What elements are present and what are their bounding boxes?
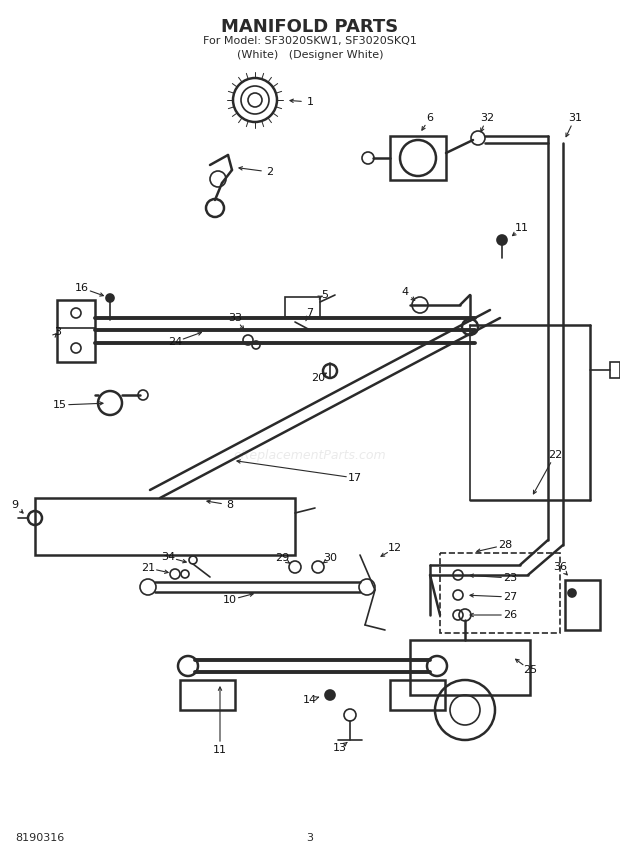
Bar [390, 136, 446, 180]
Text: 12: 12 [388, 543, 402, 553]
Text: 29: 29 [275, 553, 289, 563]
Bar [410, 640, 530, 695]
Circle shape [325, 690, 335, 700]
Text: 25: 25 [523, 665, 537, 675]
Text: 33: 33 [228, 313, 242, 323]
Text: 26: 26 [503, 610, 517, 620]
Circle shape [568, 589, 576, 597]
Bar [390, 680, 445, 710]
Text: 32: 32 [480, 113, 494, 123]
Text: 3: 3 [306, 833, 314, 843]
Circle shape [106, 294, 114, 302]
Text: 8190316: 8190316 [15, 833, 64, 843]
Text: 5: 5 [322, 290, 329, 300]
Text: (White)   (Designer White): (White) (Designer White) [237, 50, 383, 60]
Text: 16: 16 [75, 283, 89, 293]
Text: 15: 15 [53, 400, 67, 410]
Bar [57, 300, 95, 362]
Text: 14: 14 [303, 695, 317, 705]
Text: 21: 21 [141, 563, 155, 573]
Text: 2: 2 [267, 167, 273, 177]
Text: 6: 6 [427, 113, 433, 123]
Text: 24: 24 [168, 337, 182, 347]
Text: 10: 10 [223, 595, 237, 605]
Bar [180, 680, 235, 710]
Text: 27: 27 [503, 592, 517, 602]
Text: 28: 28 [498, 540, 512, 550]
Text: 31: 31 [568, 113, 582, 123]
Text: 13: 13 [333, 743, 347, 753]
Bar [285, 297, 320, 317]
Text: 7: 7 [306, 308, 314, 318]
Circle shape [497, 235, 507, 245]
Text: 22: 22 [548, 450, 562, 460]
Text: 1: 1 [306, 97, 314, 107]
Text: 17: 17 [348, 473, 362, 483]
Bar [610, 362, 620, 378]
Text: 23: 23 [503, 573, 517, 583]
Text: 11: 11 [515, 223, 529, 233]
Text: eReplacementParts.com: eReplacementParts.com [234, 449, 386, 461]
Text: For Model: SF3020SKW1, SF3020SKQ1: For Model: SF3020SKW1, SF3020SKQ1 [203, 36, 417, 46]
Bar [440, 553, 560, 633]
Text: 3: 3 [55, 327, 61, 337]
Text: 4: 4 [401, 287, 409, 297]
Text: 20: 20 [311, 373, 325, 383]
Bar [35, 498, 295, 555]
Text: 9: 9 [11, 500, 19, 510]
Bar [565, 580, 600, 630]
Text: 8: 8 [226, 500, 234, 510]
Text: 30: 30 [323, 553, 337, 563]
Text: 34: 34 [161, 552, 175, 562]
Text: MANIFOLD PARTS: MANIFOLD PARTS [221, 18, 399, 36]
Text: 11: 11 [213, 745, 227, 755]
Text: 36: 36 [553, 562, 567, 572]
